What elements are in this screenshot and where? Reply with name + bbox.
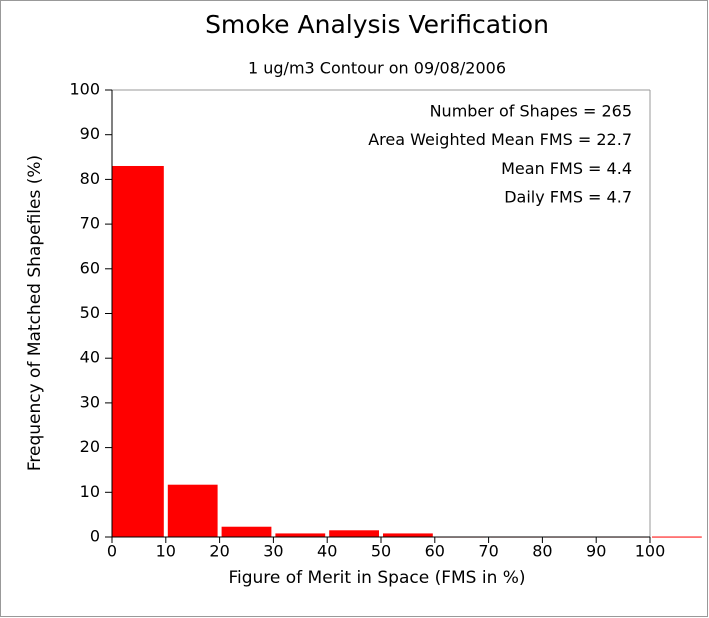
- x-tick-label: 40: [317, 542, 337, 561]
- bar: [329, 530, 379, 537]
- y-tick-label: 100: [69, 80, 100, 99]
- y-tick-label: 60: [80, 258, 100, 277]
- y-tick-label: 90: [80, 124, 100, 143]
- bar: [112, 165, 164, 538]
- x-tick-label: 30: [263, 542, 283, 561]
- y-tick-label: 20: [80, 437, 100, 456]
- y-tick-label: 40: [80, 348, 100, 367]
- x-tick-label: 90: [586, 542, 606, 561]
- x-tick-label: 80: [532, 542, 552, 561]
- x-tick-label: 10: [156, 542, 176, 561]
- y-tick-label: 10: [80, 482, 100, 501]
- bar: [221, 526, 272, 537]
- y-tick-label: 50: [80, 303, 100, 322]
- x-axis-label: Figure of Merit in Space (FMS in %): [228, 568, 525, 588]
- x-tick-label: 20: [209, 542, 229, 561]
- y-axis-label: Frequency of Matched Shapefiles (%): [25, 155, 45, 471]
- x-tick-label: 60: [425, 542, 445, 561]
- annotation: Daily FMS = 4.7: [504, 188, 632, 207]
- y-tick-label: 70: [80, 214, 100, 233]
- chart-subtitle: 1 ug/m3 Contour on 09/08/2006: [248, 59, 506, 78]
- x-tick-label: 0: [107, 542, 117, 561]
- annotation: Mean FMS = 4.4: [501, 159, 632, 178]
- bar: [167, 484, 218, 537]
- y-tick-label: 30: [80, 392, 100, 411]
- x-tick-label: 100: [635, 542, 666, 561]
- annotation: Area Weighted Mean FMS = 22.7: [368, 130, 632, 149]
- bar: [275, 533, 326, 537]
- x-tick-label: 50: [371, 542, 391, 561]
- chart-title: Smoke Analysis Verification: [205, 10, 549, 39]
- y-tick-label: 80: [80, 169, 100, 188]
- y-tick-label: 0: [90, 527, 100, 546]
- bar: [652, 536, 702, 538]
- x-tick-label: 70: [478, 542, 498, 561]
- annotation: Number of Shapes = 265: [430, 102, 632, 121]
- bar: [383, 533, 433, 537]
